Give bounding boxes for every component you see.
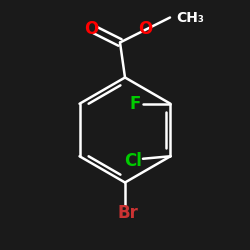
Text: O: O — [84, 20, 98, 38]
Text: CH₃: CH₃ — [176, 10, 204, 24]
Text: F: F — [130, 95, 141, 113]
Text: O: O — [138, 20, 152, 38]
Text: Cl: Cl — [124, 152, 142, 170]
Text: Br: Br — [117, 204, 138, 222]
